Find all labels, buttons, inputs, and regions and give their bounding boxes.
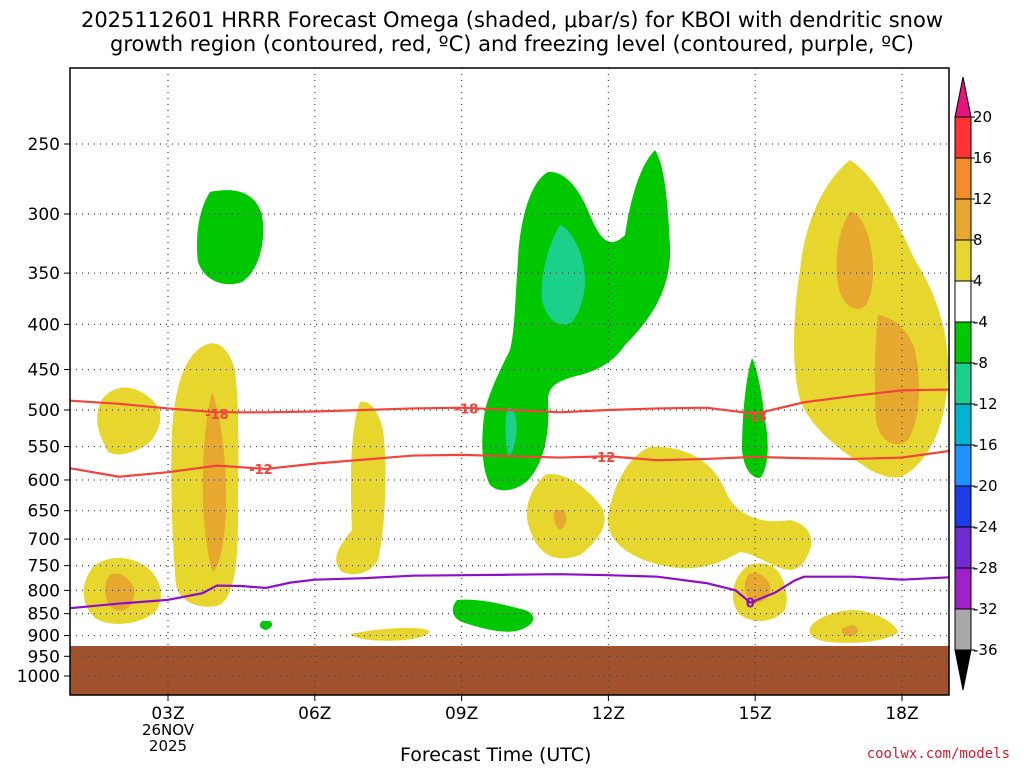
omega-shade-orange: [105, 573, 135, 611]
omega-shade-green: [482, 150, 671, 491]
omega-shade-yellow: [607, 446, 812, 570]
omega-shade-yellow: [794, 160, 949, 478]
omega-shade-teal: [505, 407, 517, 455]
colorbar-swatch: [954, 157, 972, 200]
x-tick-label: 09Z: [445, 704, 478, 724]
colorbar-tick-label: 16: [973, 149, 992, 167]
colorbar-swatch: [954, 362, 972, 405]
omega-shade-yellow: [350, 627, 430, 641]
y-tick-label: 250: [28, 135, 60, 155]
colorbar-tick-label: 20: [973, 108, 992, 126]
credit-text: coolwx.com/models: [866, 746, 1010, 762]
contour-label: -18: [743, 410, 767, 425]
contour-label: -12: [249, 463, 273, 478]
colorbar-tick-label: -8: [973, 354, 988, 372]
x-tick-label: 15Z: [739, 704, 772, 724]
x-date-label-day: 26NOV: [142, 721, 195, 739]
omega-shade-green: [259, 621, 273, 630]
y-tick-label: 900: [28, 627, 60, 647]
colorbar-tick-label: -20: [973, 477, 998, 495]
omega-shade-green: [742, 358, 768, 478]
colorbar-tick-label: -24: [973, 518, 998, 536]
x-tick-label: 06Z: [298, 704, 331, 724]
y-tick-label: 700: [28, 530, 60, 550]
omega-shade-teal: [541, 225, 585, 325]
omega-shade-green: [452, 599, 534, 632]
contour-label: 0: [746, 597, 755, 612]
contour-label: -18: [205, 408, 229, 423]
colorbar-swatch: [954, 116, 972, 159]
x-tick-label: 18Z: [885, 704, 918, 724]
ground-surface: [70, 646, 949, 695]
contour-line--12: [70, 449, 949, 478]
omega-shade-orange: [553, 510, 567, 530]
omega-shade-orange: [841, 625, 858, 637]
contour-line--18: [70, 388, 949, 415]
colorbar-swatch: [954, 280, 972, 323]
colorbar-swatch: [954, 567, 972, 610]
colorbar-tick-label: -36: [973, 641, 998, 659]
colorbar-tick-label: -12: [973, 395, 998, 413]
colorbar-tick-label: -32: [973, 600, 998, 618]
x-axis-title: Forecast Time (UTC): [400, 744, 592, 766]
colorbar-tick-label: -4: [973, 313, 988, 331]
colorbar-tick-label: 12: [973, 190, 992, 208]
x-tick-label: 03Z: [151, 704, 184, 724]
colorbar-tick-label: 8: [973, 231, 983, 249]
plot-frame: [69, 67, 950, 696]
contour-line-0: [70, 573, 949, 610]
omega-shade-orange: [202, 392, 226, 572]
colorbar-swatch: [954, 198, 972, 241]
y-tick-label: 1000: [17, 667, 60, 687]
y-tick-label: 450: [28, 361, 60, 381]
colorbar-tick-label: -28: [973, 559, 998, 577]
omega-shade-yellow: [336, 401, 386, 575]
omega-shade-orange: [744, 573, 771, 603]
colorbar: 20 16 12 8 4 -4 -8 -12 -16 -20 -24 -28 -32 -36: [954, 76, 998, 691]
y-tick-label: 650: [28, 502, 60, 522]
colorbar-swatch: [954, 444, 972, 487]
y-tick-label: 800: [28, 581, 60, 601]
y-tick-label: 600: [28, 471, 60, 491]
contour-label-layer: -18 -18 -18 -12 -12 0: [205, 402, 767, 612]
y-tick-label: 500: [28, 401, 60, 421]
colorbar-swatch: [954, 239, 972, 282]
colorbar-tick-label: -16: [973, 436, 998, 454]
colorbar-swatch: [954, 485, 972, 528]
colorbar-swatch: [954, 403, 972, 446]
omega-shade-yellow: [97, 387, 161, 455]
chart-title-line-2: growth region (contoured, red, ºC) and f…: [110, 32, 914, 56]
colorbar-swatch: [954, 321, 972, 364]
omega-shade-orange: [874, 315, 920, 445]
omega-shading: [70, 150, 949, 695]
chart-title-line-1: 2025112601 HRRR Forecast Omega (shaded, …: [80, 8, 944, 32]
y-tick-label: 950: [28, 647, 60, 667]
omega-shade-orange: [836, 211, 874, 309]
colorbar-bottom-arrow: [954, 649, 972, 691]
y-tick-label: 350: [28, 264, 60, 284]
grid: [70, 68, 949, 695]
omega-shade-green: [196, 190, 264, 285]
y-tick-label: 850: [28, 605, 60, 625]
y-tick-label: 550: [28, 438, 60, 458]
y-tick-label: 750: [28, 557, 60, 577]
y-tick-label: 400: [28, 315, 60, 335]
x-date-label-year: 2025: [149, 737, 187, 755]
contour-layer: [70, 388, 949, 610]
colorbar-swatch: [954, 608, 972, 651]
x-axis: 03Z 06Z 09Z 12Z 15Z 18Z: [151, 695, 919, 724]
colorbar-swatch: [954, 526, 972, 569]
y-tick-label: 300: [28, 205, 60, 225]
colorbar-tick-label: 4: [973, 272, 983, 290]
contour-label: -18: [455, 402, 479, 417]
x-tick-label: 12Z: [592, 704, 625, 724]
colorbar-top-arrow: [954, 76, 972, 118]
y-axis: 2503003504004505005506006507007508008509…: [17, 135, 70, 687]
contour-label: -12: [592, 451, 616, 466]
